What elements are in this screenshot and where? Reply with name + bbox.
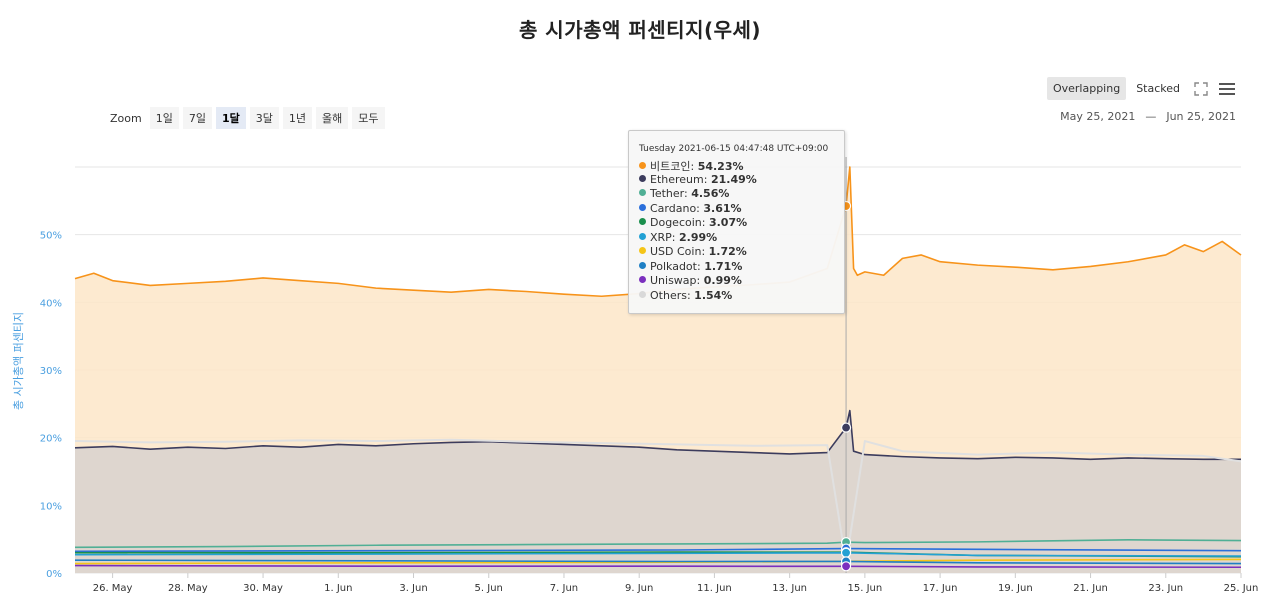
- y-tick-label: 40%: [40, 298, 62, 309]
- x-tick-label: 15. Jun: [848, 583, 883, 594]
- tooltip-row: Dogecoin: 3.07%: [639, 216, 747, 229]
- x-tick-label: 7. Jun: [550, 583, 578, 594]
- zoom-1d-button[interactable]: 1일: [149, 107, 179, 129]
- x-tick-label: 25. Jun: [1224, 583, 1259, 594]
- chart-tooltip: Tuesday 2021-06-15 04:47:48 UTC+09:00 비트…: [628, 130, 845, 314]
- tooltip-row: XRP: 2.99%: [639, 231, 717, 244]
- fullscreen-icon[interactable]: [1190, 78, 1212, 100]
- x-tick-label: 21. Jun: [1073, 583, 1108, 594]
- tooltip-row: 비트코인: 54.23%: [639, 158, 744, 174]
- tooltip-series-value: 3.07%: [708, 216, 748, 229]
- x-tick-label: 30. May: [243, 583, 283, 594]
- series-color-dot: [639, 276, 646, 283]
- tooltip-series-name: Others:: [650, 288, 695, 302]
- x-tick-label: 26. May: [93, 583, 133, 594]
- zoom-1y-button[interactable]: 1년: [282, 107, 312, 129]
- x-tick-label: 11. Jun: [697, 583, 732, 594]
- series-line-Polkadot: [74, 559, 1242, 565]
- y-tick-label: 10%: [40, 501, 62, 512]
- tooltip-series-value: 1.72%: [708, 245, 747, 258]
- chart-title: 총 시가총액 퍼센티지(우세): [518, 18, 762, 42]
- zoom-controls: Zoom 1일 7일 1달 3달 1년 올해 모두: [110, 107, 385, 129]
- range-dash: —: [1145, 110, 1157, 123]
- y-tick-label: 0%: [46, 569, 62, 580]
- series-line-Tether: [74, 539, 1242, 549]
- tooltip-series-name: Polkadot:: [650, 259, 705, 273]
- tooltip-series-value: 2.99%: [679, 230, 718, 244]
- overlapping-toggle[interactable]: Overlapping: [1046, 77, 1127, 100]
- tooltip-row: Uniswap: 0.99%: [639, 274, 742, 287]
- tooltip-series-value: 3.61%: [703, 201, 742, 215]
- series-area-Ethereum: [75, 410, 1241, 573]
- tooltip-series-name: Ethereum:: [650, 172, 711, 186]
- x-tick-label: 28. May: [168, 583, 208, 594]
- series-color-dot: [639, 290, 646, 298]
- series-color-dot: [639, 203, 646, 211]
- chart-toolbar: Overlapping Stacked: [1046, 77, 1238, 100]
- range-to-input[interactable]: Jun 25, 2021: [1166, 110, 1236, 123]
- zoom-1m-button[interactable]: 1달: [215, 107, 246, 129]
- tooltip-series-name: Dogecoin:: [650, 216, 709, 229]
- series-marker-Ethereum: [840, 422, 852, 433]
- x-tick-label: 9. Jun: [625, 583, 653, 594]
- series-line-Uniswap: [74, 564, 1242, 569]
- x-tick-label: 23. Jun: [1148, 583, 1183, 594]
- zoom-3m-button[interactable]: 3달: [249, 107, 279, 129]
- zoom-7d-button[interactable]: 7일: [182, 107, 212, 129]
- x-tick-label: 19. Jun: [998, 583, 1033, 594]
- series-marker-XRP: [840, 547, 852, 558]
- x-tick-label: 17. Jun: [923, 583, 958, 594]
- tooltip-row: USD Coin: 1.72%: [639, 245, 747, 258]
- tooltip-series-name: Tether:: [650, 187, 692, 200]
- tooltip-series-value: 4.56%: [691, 187, 730, 200]
- series-line-Cardano: [74, 547, 1242, 553]
- tooltip-series-value: 1.54%: [694, 288, 733, 302]
- series-color-dot: [639, 261, 646, 269]
- series-color-dot: [639, 189, 646, 196]
- x-tick-label: 3. Jun: [399, 583, 427, 594]
- tooltip-row: Cardano: 3.61%: [639, 202, 742, 215]
- tooltip-series-value: 54.23%: [697, 160, 744, 173]
- hamburger-menu-icon[interactable]: [1216, 78, 1238, 100]
- x-tick-label: 13. Jun: [772, 583, 807, 594]
- tooltip-series-value: 1.71%: [704, 259, 743, 273]
- series-color-dot: [639, 218, 646, 225]
- series-line-Others: [74, 438, 1242, 564]
- stacked-toggle[interactable]: Stacked: [1136, 82, 1180, 95]
- series-line-Ethereum: [74, 409, 1241, 461]
- x-tick-label: 5. Jun: [475, 583, 503, 594]
- date-range: May 25, 2021 — Jun 25, 2021: [1060, 110, 1236, 123]
- zoom-label: Zoom: [110, 111, 142, 125]
- tooltip-series-name: Uniswap:: [650, 274, 704, 287]
- tooltip-row: Polkadot: 1.71%: [639, 260, 742, 273]
- series-color-dot: [639, 162, 646, 169]
- tooltip-row: Tether: 4.56%: [639, 187, 729, 200]
- tooltip-date: Tuesday 2021-06-15 04:47:48 UTC+09:00: [639, 144, 829, 154]
- tooltip-row: Others: 1.54%: [639, 289, 732, 302]
- x-tick-label: 1. Jun: [324, 583, 352, 594]
- tooltip-series-name: USD Coin:: [650, 245, 709, 258]
- series-color-dot: [639, 174, 646, 182]
- y-tick-label: 20%: [40, 434, 62, 445]
- zoom-ytd-button[interactable]: 올해: [316, 107, 349, 129]
- y-tick-label: 30%: [40, 366, 62, 377]
- tooltip-series-name: Cardano:: [650, 201, 704, 215]
- series-marker-Uniswap: [840, 561, 852, 572]
- tooltip-series-value: 0.99%: [703, 274, 742, 287]
- series-line-XRP: [74, 551, 1242, 557]
- y-tick-label: 50%: [40, 231, 62, 242]
- tooltip-series-name: 비트코인:: [650, 160, 698, 173]
- tooltip-series-value: 21.49%: [710, 172, 757, 186]
- series-color-dot: [639, 247, 646, 254]
- range-from-input[interactable]: May 25, 2021: [1060, 110, 1136, 123]
- tooltip-row: Ethereum: 21.49%: [639, 173, 757, 186]
- series-color-dot: [639, 232, 646, 240]
- tooltip-series-name: XRP:: [650, 230, 680, 244]
- zoom-all-button[interactable]: 모두: [352, 107, 385, 129]
